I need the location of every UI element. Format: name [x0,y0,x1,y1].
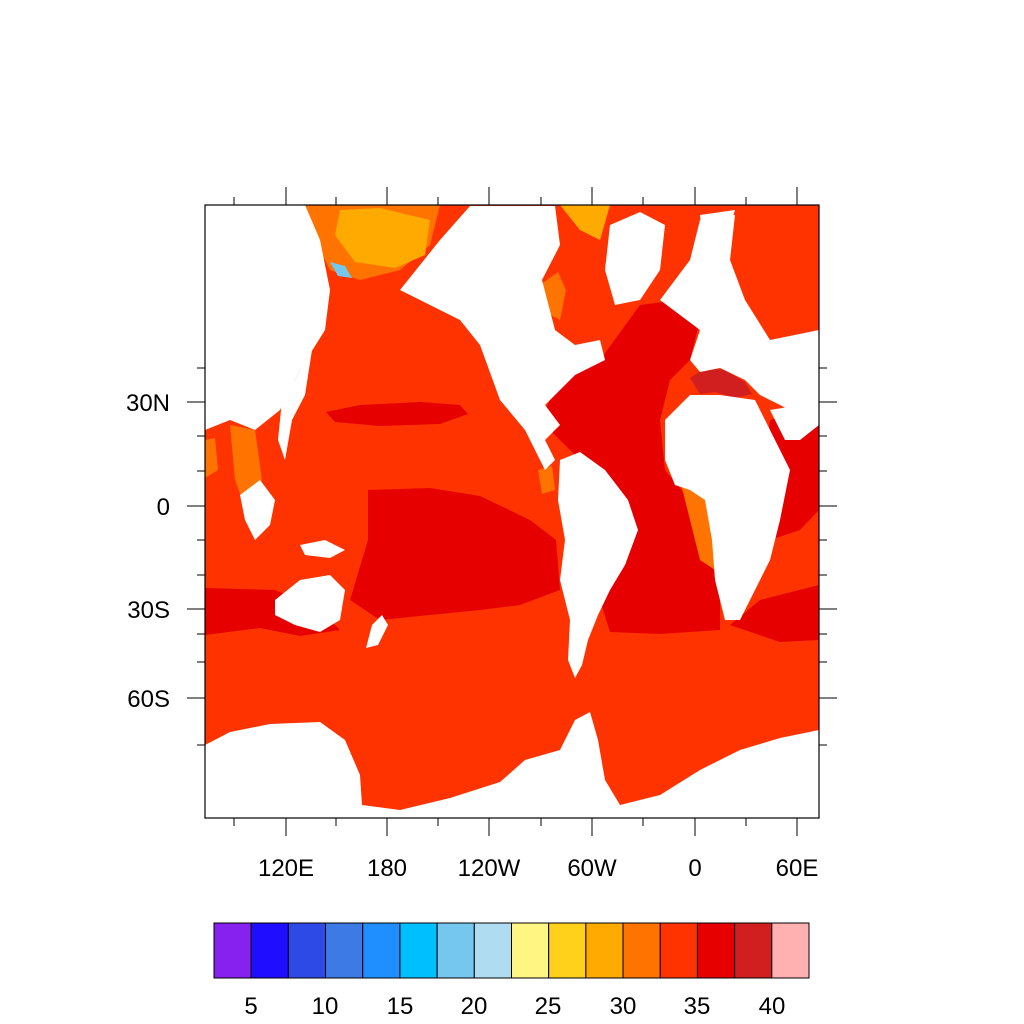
colorbar-swatch [511,922,550,979]
colorbar-label-20: 20 [461,993,488,1020]
australia [275,575,345,632]
lat-label-60s: 60S [127,686,170,713]
colorbar-labels: 5 10 15 20 25 30 35 40 [244,993,785,1020]
south-indian-high-salinity [730,585,819,642]
bay-of-bengal [205,438,218,478]
map-frame [204,204,820,819]
new-guinea [300,540,345,558]
lon-label-60w: 60W [567,855,617,882]
latitude-labels: 30N 0 30S 60S [126,390,170,713]
colorbar-swatch [659,922,698,979]
panama-bight [538,466,555,494]
longitude-labels: 120E 180 120W 60W 0 60E [258,855,818,882]
lon-label-120e: 120E [258,855,314,882]
philippines-japan [278,350,312,460]
lon-label-180: 180 [367,855,407,882]
colorbar-swatch [287,922,327,979]
colorbar-swatch [362,922,401,979]
africa [665,395,790,620]
colorbar-swatch [325,922,364,979]
north-america [400,206,605,470]
colorbar-label-5: 5 [244,993,257,1020]
borneo-sumatra [240,480,275,540]
tick-marks [187,187,837,836]
colorbar-swatch [622,922,661,979]
colorbar-swatch [250,922,289,979]
europe [660,215,819,410]
south-pacific-high-salinity [350,488,560,620]
lon-label-0: 0 [688,855,701,882]
arabia-india [770,400,819,440]
lat-label-0: 0 [157,494,170,521]
new-zealand [366,615,388,648]
scandinavia-hint [700,210,735,260]
colorbar-label-25: 25 [535,993,562,1020]
colorbar-label-40: 40 [759,993,786,1020]
colorbar [213,922,810,979]
colorbar-swatch [734,922,773,979]
mediterranean [690,368,752,398]
north-pacific-high-salinity [326,402,468,426]
okhotsk-fresh [330,262,352,278]
colorbar-swatch [696,922,736,979]
lat-label-30s: 30S [127,597,170,624]
greenland [605,212,665,305]
map-panel [204,204,820,819]
eurasia-north [205,205,330,430]
south-america [558,452,638,678]
antarctica [205,712,819,818]
colorbar-label-15: 15 [387,993,414,1020]
colorbar-label-30: 30 [610,993,637,1020]
colorbar-swatch [771,922,810,979]
colorbar-label-10: 10 [312,993,339,1020]
colorbar-swatch [473,922,512,979]
colorbar-swatch [399,922,438,979]
arctic-gold [560,205,610,240]
lat-label-30n: 30N [126,390,170,417]
colorbar-swatch [585,922,624,979]
colorbar-swatch [213,922,252,979]
colorbar-swatch [548,922,587,979]
lon-label-60e: 60E [776,855,819,882]
lon-label-120w: 120W [458,855,521,882]
colorbar-label-35: 35 [684,993,711,1020]
atlantic-high-salinity [540,300,720,634]
colorbar-swatch [436,922,475,979]
north-pacific-subpolar-gold [335,208,430,268]
